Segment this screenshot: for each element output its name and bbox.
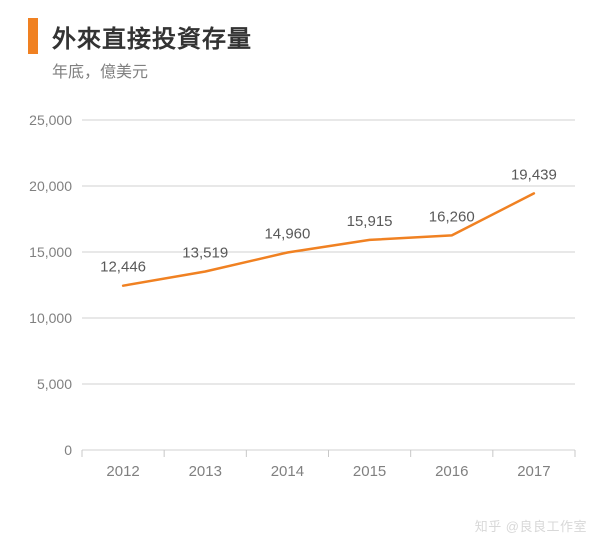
chart-title: 外來直接投資存量 xyxy=(52,19,252,54)
series-line xyxy=(123,193,534,285)
y-tick-label: 0 xyxy=(64,442,72,458)
watermark: 知乎 @良良工作室 xyxy=(475,516,587,535)
x-tick-label: 2015 xyxy=(353,463,386,480)
chart-area: 0 5,000 10,000 15,000 20,000 25,000 2012 2013 20… xyxy=(0,110,599,510)
y-tick-label: 20,000 xyxy=(29,178,72,194)
x-tick-label: 2012 xyxy=(106,463,139,480)
x-tick-label: 2013 xyxy=(189,463,222,480)
y-tick-label: 15,000 xyxy=(29,244,72,260)
chart-header: 外來直接投資存量 年底，億美元 xyxy=(0,0,599,82)
line-chart-svg: 0 5,000 10,000 15,000 20,000 25,000 2012 2013 20… xyxy=(0,110,599,510)
accent-bar xyxy=(28,18,38,54)
data-label: 14,960 xyxy=(264,226,310,243)
y-tick-label: 10,000 xyxy=(29,310,72,326)
data-label: 19,439 xyxy=(511,166,557,183)
data-label: 12,446 xyxy=(100,259,146,276)
y-tick-label: 25,000 xyxy=(29,112,72,128)
data-label: 16,260 xyxy=(429,208,475,225)
x-tick-label: 2016 xyxy=(435,463,468,480)
chart-subtitle: 年底，億美元 xyxy=(52,58,599,82)
title-row: 外來直接投資存量 xyxy=(28,18,599,54)
x-tick-label: 2014 xyxy=(271,463,304,480)
x-tick-label: 2017 xyxy=(517,463,550,480)
data-label: 13,519 xyxy=(182,245,228,262)
y-tick-label: 5,000 xyxy=(37,376,72,392)
data-label: 15,915 xyxy=(347,213,393,230)
